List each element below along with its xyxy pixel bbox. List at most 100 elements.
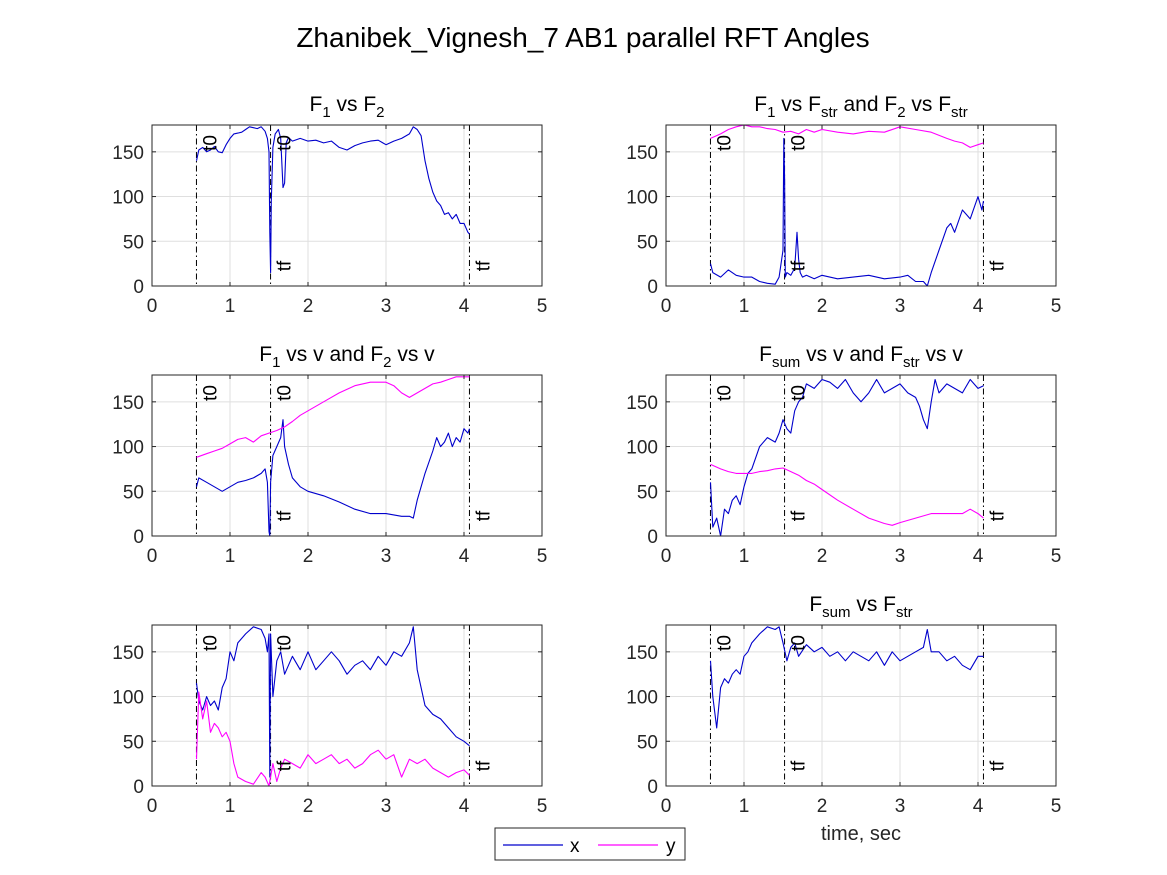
event-label-t0: t0 <box>200 135 221 151</box>
x-tick-label: 1 <box>225 796 236 817</box>
event-label-tf: tf <box>275 760 296 771</box>
event-label-tf: tf <box>987 260 1008 271</box>
x-tick-label: 5 <box>1051 796 1062 817</box>
y-tick-label: 150 <box>112 143 144 164</box>
x-tick-label: 3 <box>895 546 906 567</box>
x-tick-label: 4 <box>459 796 470 817</box>
event-label-t0: t0 <box>200 385 221 401</box>
x-tick-label: 2 <box>817 546 828 567</box>
y-tick-label: 100 <box>112 688 144 709</box>
series-line-x <box>709 137 985 286</box>
subplot-title: F1 vs Fstr and F2 vs Fstr <box>754 93 967 121</box>
x-tick-label: 0 <box>147 296 158 317</box>
y-tick-label: 0 <box>133 527 144 548</box>
subplot-title: F1 vs F2 <box>309 93 384 121</box>
y-tick-label: 0 <box>647 277 658 298</box>
series-line-y <box>196 376 470 458</box>
subplot-title: F1 vs v and F2 vs v <box>259 343 435 371</box>
x-tick-label: 5 <box>537 296 548 317</box>
y-tick-label: 50 <box>123 482 144 503</box>
x-tick-label: 3 <box>381 796 392 817</box>
legend-label-y: y <box>666 836 676 857</box>
y-tick-label: 150 <box>112 393 144 414</box>
x-tick-label: 4 <box>973 546 984 567</box>
x-tick-label: 2 <box>817 296 828 317</box>
x-tick-label: 1 <box>225 546 236 567</box>
x-tick-label: 2 <box>817 796 828 817</box>
y-tick-label: 0 <box>647 527 658 548</box>
y-tick-label: 50 <box>637 732 658 753</box>
series-line-x <box>195 626 470 778</box>
subplot-title: Fsum vs v and Fstr vs v <box>759 343 963 371</box>
event-label-t0: t0 <box>275 385 296 401</box>
series-line-x <box>709 378 984 536</box>
x-tick-label: 1 <box>739 796 750 817</box>
legend: x y <box>494 827 686 861</box>
series-line-y <box>710 463 984 526</box>
event-label-tf: tf <box>987 510 1008 521</box>
x-tick-label: 1 <box>739 546 750 567</box>
y-tick-label: 50 <box>637 482 658 503</box>
y-tick-label: 50 <box>123 732 144 753</box>
event-label-t0: t0 <box>714 385 735 401</box>
x-tick-label: 5 <box>1051 296 1062 317</box>
legend-label-x: x <box>570 836 580 857</box>
event-label-t0: t0 <box>714 635 735 651</box>
y-tick-label: 150 <box>626 143 658 164</box>
x-tick-label: 0 <box>661 796 672 817</box>
series-line-x <box>195 126 470 274</box>
series-line-y <box>195 691 470 786</box>
x-tick-label: 1 <box>739 296 750 317</box>
x-tick-label: 3 <box>895 296 906 317</box>
x-tick-label: 3 <box>381 546 392 567</box>
event-label-t0: t0 <box>714 135 735 151</box>
axes-box <box>151 374 543 537</box>
y-tick-label: 150 <box>112 643 144 664</box>
event-label-tf: tf <box>789 260 810 271</box>
y-tick-label: 100 <box>626 438 658 459</box>
series-line-y <box>710 125 984 148</box>
event-label-t0: t0 <box>789 635 810 651</box>
x-tick-label: 4 <box>459 296 470 317</box>
event-label-tf: tf <box>473 760 494 771</box>
event-label-tf: tf <box>275 260 296 271</box>
event-label-t0: t0 <box>275 135 296 151</box>
x-tick-label: 0 <box>147 546 158 567</box>
subplot-title: Fsum vs Fstr <box>809 593 912 621</box>
x-tick-label: 5 <box>537 796 548 817</box>
x-tick-label: 4 <box>973 296 984 317</box>
x-tick-label: 4 <box>973 796 984 817</box>
event-label-t0: t0 <box>200 635 221 651</box>
x-tick-label: 0 <box>147 796 158 817</box>
y-tick-label: 50 <box>637 232 658 253</box>
axes-box <box>665 624 1057 787</box>
x-tick-label: 3 <box>381 296 392 317</box>
y-tick-label: 50 <box>123 232 144 253</box>
x-tick-label: 2 <box>303 546 314 567</box>
legend-box <box>494 827 686 861</box>
axes-box <box>665 124 1057 287</box>
x-tick-label: 2 <box>303 796 314 817</box>
series-line-x <box>195 419 471 536</box>
y-tick-label: 0 <box>133 277 144 298</box>
event-label-tf: tf <box>789 760 810 771</box>
y-tick-label: 0 <box>133 777 144 798</box>
x-tick-label: 0 <box>661 296 672 317</box>
event-label-tf: tf <box>789 510 810 521</box>
y-tick-label: 150 <box>626 643 658 664</box>
event-label-tf: tf <box>473 510 494 521</box>
x-tick-label: 5 <box>537 546 548 567</box>
figure-title: Zhanibek_Vignesh_7 AB1 parallel RFT Angl… <box>296 22 869 53</box>
event-label-tf: tf <box>987 760 1008 771</box>
x-tick-label: 2 <box>303 296 314 317</box>
x-tick-label: 3 <box>895 796 906 817</box>
event-label-t0: t0 <box>275 635 296 651</box>
event-label-tf: tf <box>473 260 494 271</box>
x-tick-label: 0 <box>661 546 672 567</box>
